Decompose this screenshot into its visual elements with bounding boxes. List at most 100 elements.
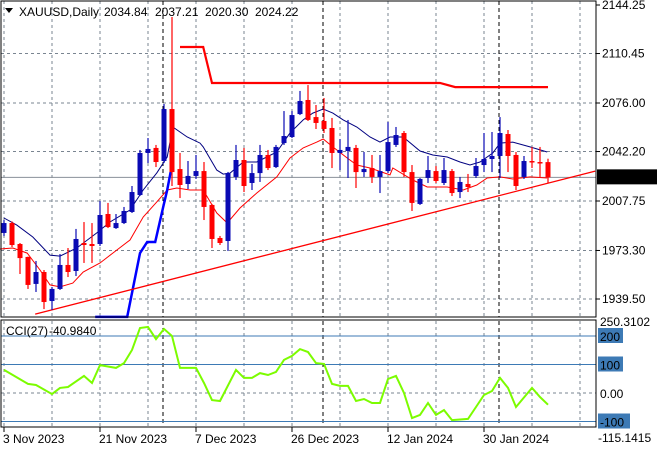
bull-candle [33, 272, 39, 284]
fast-ma-line [3, 108, 548, 257]
bull-candle [161, 109, 167, 162]
bull-candle [497, 133, 503, 156]
bear-candle [241, 160, 247, 186]
cci-min-label: -115.1415 [598, 431, 651, 445]
current-price-box [597, 169, 657, 185]
cci-level-box [598, 413, 630, 429]
bull-candle [521, 161, 527, 177]
cci-level-label: -100 [600, 416, 624, 430]
open-value: 2034.84 [104, 5, 148, 19]
date-label: 12 Jan 2024 [387, 432, 453, 446]
bull-candle [129, 192, 135, 212]
bear-candle [265, 154, 271, 169]
bear-candle [153, 147, 159, 163]
bear-candle [9, 223, 15, 246]
cci-level-box [598, 356, 623, 372]
price-label: 2042.20 [602, 145, 646, 159]
bull-candle [425, 170, 431, 178]
main-panel-border [0, 0, 597, 318]
cci-max-label: 250.3102 [600, 315, 650, 329]
bull-candle [345, 146, 351, 151]
bear-candle [25, 256, 31, 285]
chart-header: XAUUSD,Daily 2034.84 2037.21 2020.30 202… [5, 5, 299, 19]
bull-candle [225, 173, 231, 241]
date-label: 7 Dec 2023 [195, 432, 257, 446]
bull-candle [233, 160, 239, 177]
bull-candle [417, 178, 423, 204]
bear-candle [321, 120, 327, 129]
low-value: 2020.30 [205, 5, 249, 19]
bull-candle [249, 173, 255, 183]
upper-band-line [180, 45, 548, 89]
time-axis: 3 Nov 2023 21 Nov 2023 7 Dec 2023 26 Dec 20… [3, 427, 549, 446]
bull-candle [113, 223, 119, 229]
cci-header: CCI(27) -40.9840 [6, 324, 97, 338]
bear-candle [433, 171, 439, 181]
frame [0, 0, 597, 428]
date-label: 26 Dec 2023 [291, 432, 359, 446]
price-label: 1939.50 [602, 292, 646, 306]
bull-candle [393, 135, 399, 145]
bull-candle [57, 264, 63, 289]
bull-candle [137, 152, 143, 196]
bull-candle [361, 169, 367, 173]
date-label: 3 Nov 2023 [3, 432, 65, 446]
price-label: 2007.75 [602, 194, 646, 208]
date-label: 30 Jan 2024 [483, 432, 549, 446]
bear-candle [201, 171, 207, 207]
bear-candle [81, 243, 87, 246]
bear-candle [313, 117, 319, 123]
bull-candle [49, 288, 55, 302]
cci-line [3, 325, 549, 422]
price-label: 2110.45 [602, 47, 645, 61]
dropdown-triangle-icon[interactable] [5, 8, 13, 13]
bear-candle [545, 162, 551, 178]
bear-candle [169, 109, 175, 173]
current-price-label: 2024.22 [603, 170, 647, 184]
bull-candle [289, 115, 295, 138]
bull-candle [257, 154, 263, 174]
price-axis: 2144.25 2110.45 2076.00 2042.20 2007.75 1973.… [596, 0, 657, 306]
cci-panel: 200 100 -100 0.00 250.3102 -115.1415 [1, 315, 651, 445]
bear-candle [537, 162, 543, 164]
bull-candle [481, 159, 487, 166]
bull-candle [385, 142, 391, 172]
cci-label: CCI(27) [6, 324, 48, 338]
bull-candle [97, 215, 103, 245]
bull-candle [441, 170, 447, 183]
cci-level-label: 100 [600, 359, 620, 373]
bear-candle [89, 244, 95, 247]
price-label: 1973.30 [602, 243, 646, 257]
bear-candle [305, 99, 311, 120]
bull-candle [377, 171, 383, 177]
bear-candle [449, 171, 455, 194]
bear-candle [41, 272, 47, 303]
bull-candle [1, 223, 7, 233]
bull-candle [473, 166, 479, 176]
bear-candle [505, 134, 511, 156]
trendline-line [35, 170, 596, 315]
bear-candle [105, 213, 111, 228]
bear-candle [409, 172, 415, 203]
close-value: 2024.22 [255, 5, 299, 19]
cci-level-box [598, 328, 623, 343]
bear-candle [465, 183, 471, 187]
bear-candle [217, 237, 223, 243]
bear-candle [353, 147, 359, 173]
cci-value: -40.9840 [49, 324, 97, 338]
bull-candle [297, 100, 303, 115]
cci-zero-label: 0.00 [600, 387, 624, 401]
high-value: 2037.21 [155, 5, 199, 19]
bull-candle [185, 175, 191, 184]
date-label: 21 Nov 2023 [99, 432, 167, 446]
cci-panel-border [0, 319, 597, 428]
bear-candle [401, 133, 407, 173]
symbol-label: XAUUSD,Daily [19, 5, 99, 19]
bull-candle [193, 171, 199, 176]
grid [1, 1, 596, 426]
bull-candle [73, 238, 79, 271]
bear-candle [17, 244, 23, 259]
bull-candle [273, 146, 279, 168]
bull-candle [121, 210, 127, 224]
